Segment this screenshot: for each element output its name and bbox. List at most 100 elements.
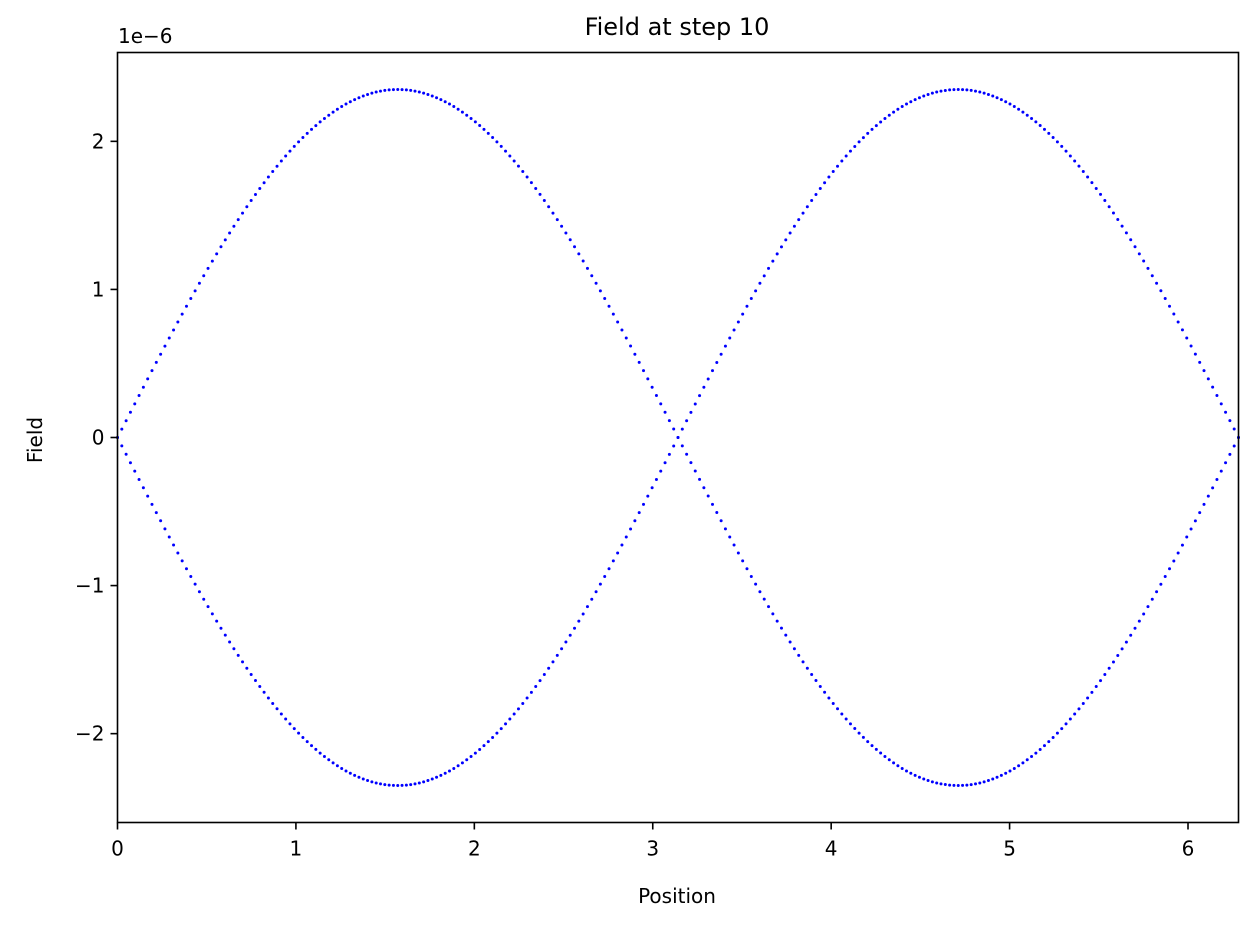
x-tick-label: 2	[468, 837, 481, 861]
data-point	[491, 735, 495, 739]
data-point	[1021, 761, 1025, 765]
data-point	[607, 567, 611, 571]
data-point	[516, 707, 520, 711]
data-point	[176, 551, 180, 555]
data-point	[1086, 175, 1090, 179]
data-point	[551, 211, 555, 215]
data-point	[999, 773, 1003, 777]
data-point	[909, 100, 913, 104]
data-point	[404, 783, 408, 787]
data-point	[603, 297, 607, 300]
data-point	[193, 289, 197, 293]
data-point	[417, 90, 421, 94]
data-point	[564, 231, 568, 235]
data-point	[184, 567, 188, 571]
data-point	[1224, 410, 1228, 414]
data-point	[124, 452, 128, 456]
data-point	[706, 494, 710, 498]
data-point	[814, 192, 818, 196]
data-point	[762, 597, 766, 601]
data-point	[456, 764, 460, 768]
data-point	[495, 731, 499, 735]
data-point	[1142, 259, 1146, 263]
data-point	[1206, 494, 1210, 498]
data-point	[538, 192, 542, 196]
data-point	[435, 775, 439, 779]
data-point	[1228, 419, 1232, 423]
data-point	[215, 619, 219, 623]
data-point	[797, 218, 801, 222]
data-point	[1060, 727, 1064, 731]
data-point	[452, 766, 456, 770]
data-point	[961, 783, 965, 787]
data-point	[417, 781, 421, 785]
data-point	[465, 113, 469, 117]
data-point	[590, 274, 594, 278]
data-point	[611, 312, 615, 316]
data-point	[1034, 751, 1038, 755]
data-point	[917, 775, 921, 779]
data-point	[1094, 685, 1098, 689]
data-point	[292, 144, 296, 148]
data-point	[210, 259, 214, 263]
data-point	[573, 245, 577, 249]
data-point	[594, 281, 598, 285]
data-point	[633, 352, 637, 356]
data-point	[689, 410, 693, 414]
data-point	[366, 779, 370, 783]
data-point	[163, 527, 167, 531]
data-point	[1051, 735, 1055, 739]
data-point	[1163, 575, 1167, 579]
data-point	[874, 747, 878, 751]
data-point	[413, 782, 417, 786]
data-point	[1180, 328, 1184, 332]
data-point	[443, 771, 447, 775]
data-point	[146, 494, 150, 498]
data-point	[1189, 344, 1193, 348]
data-point	[370, 91, 374, 95]
data-point	[749, 297, 753, 301]
data-point	[1146, 266, 1150, 270]
data-point	[120, 444, 124, 448]
data-point	[197, 281, 201, 285]
data-point	[818, 684, 822, 688]
data-point	[219, 245, 223, 249]
data-point	[478, 747, 482, 751]
data-point	[982, 91, 986, 95]
data-point	[555, 218, 559, 222]
data-point	[749, 574, 753, 578]
y-axis-label: Field	[23, 417, 47, 463]
data-point	[823, 181, 827, 185]
data-point	[271, 701, 275, 705]
data-point	[982, 780, 986, 784]
data-point	[1168, 567, 1172, 571]
data-point	[767, 605, 771, 609]
data-point	[512, 159, 516, 163]
data-point	[590, 597, 594, 601]
data-point	[551, 660, 555, 664]
data-point	[1077, 707, 1081, 711]
data-point	[779, 245, 783, 249]
data-point	[560, 224, 564, 228]
data-point	[620, 328, 624, 332]
data-point	[1202, 502, 1206, 506]
data-point	[525, 175, 529, 179]
data-point	[702, 385, 706, 389]
data-point	[943, 88, 947, 92]
x-axis-label: Position	[638, 884, 716, 908]
data-point	[1180, 543, 1184, 547]
data-point	[478, 124, 482, 128]
data-point	[1051, 136, 1055, 140]
data-point	[702, 486, 706, 490]
data-point	[422, 780, 426, 784]
data-point	[905, 102, 909, 106]
data-point	[754, 582, 758, 586]
data-point	[1094, 186, 1098, 190]
data-point	[249, 672, 253, 676]
data-point	[379, 782, 382, 786]
data-point	[1215, 393, 1219, 397]
data-point	[353, 773, 357, 777]
data-point	[176, 320, 180, 324]
data-point	[672, 427, 676, 431]
data-point	[314, 124, 318, 128]
